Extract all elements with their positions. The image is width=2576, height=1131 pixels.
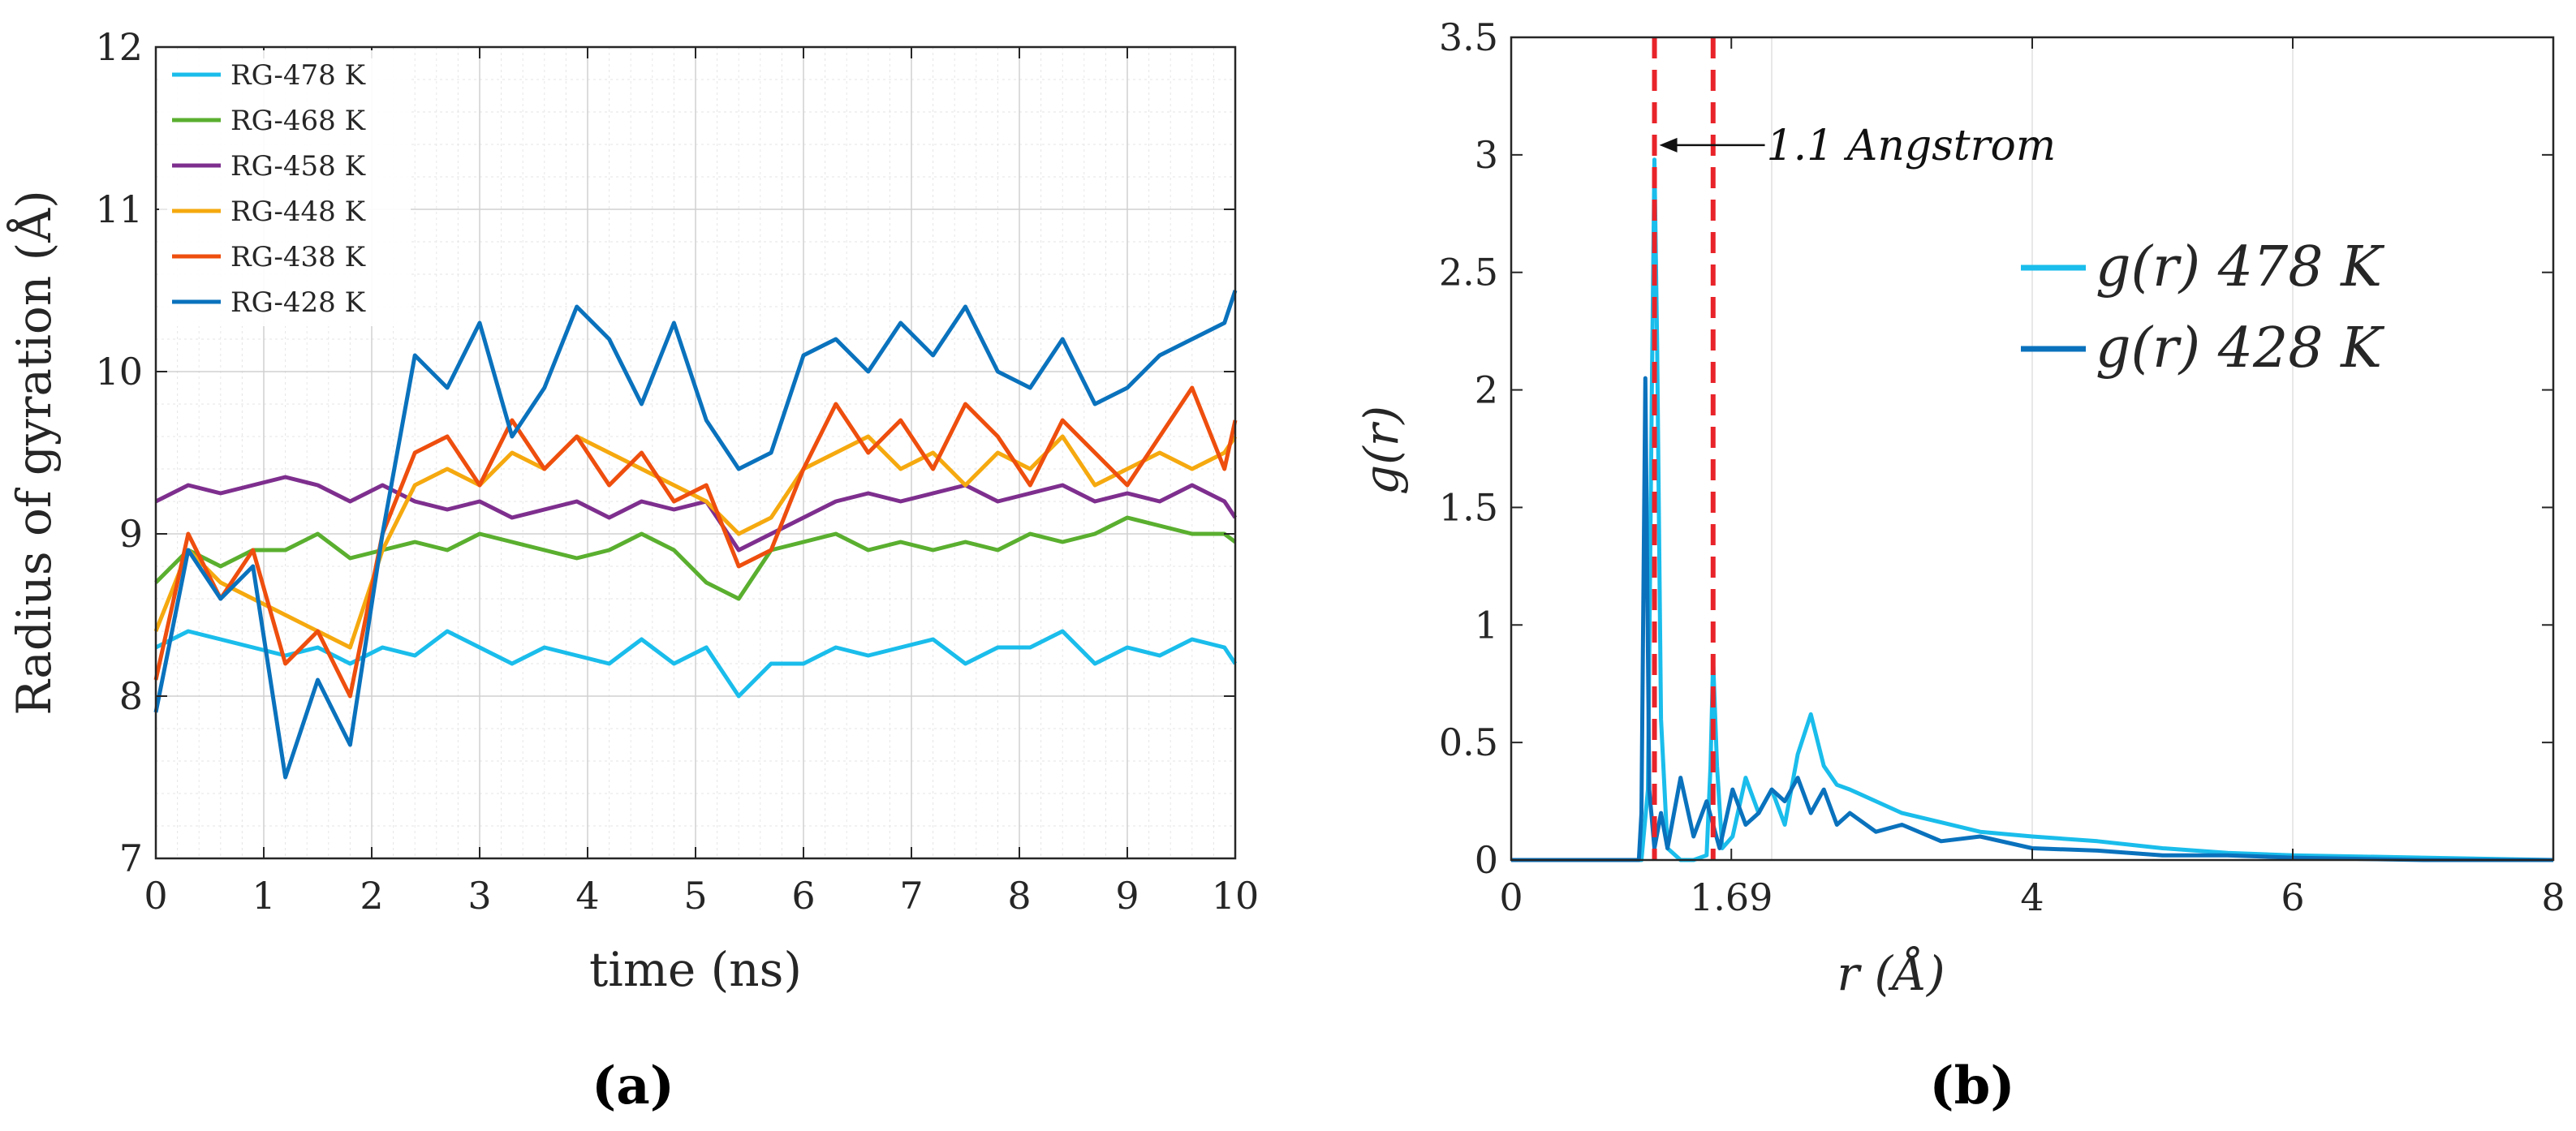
a-xtick-label: 1 [252,874,275,918]
b-xtick-label: 0 [1499,875,1523,919]
b-ytick-label: 0 [1475,838,1498,882]
b-ytick-label: 1.5 [1439,485,1498,529]
b-grid [1771,37,2294,860]
panel-b: 0 1.69 4 6 8 0 0.5 1 1.5 2 2.5 3 3.5 1.1 Angstrom g(… [1354,15,2565,1116]
a-xtick-label: 0 [144,874,167,918]
a-legend-label-5: RG-428 K [230,286,366,319]
b-legend-label-1: g(r) 428 K [2096,316,2385,381]
b-ytick-label: 1 [1475,603,1498,647]
b-legend-label-0: g(r) 478 K [2096,235,2385,299]
a-ytick-label: 11 [95,187,143,231]
b-ylabel: g(r) [1354,406,1409,495]
b-ticks: 0 1.69 4 6 8 0 0.5 1 1.5 2 2.5 3 3.5 [1439,15,2565,919]
a-series-line-5 [153,290,1238,780]
b-ytick-label: 2.5 [1439,251,1498,295]
a-xlabel: time (ns) [589,942,802,997]
a-xtick-label: 6 [791,874,815,918]
annotation-arrow-head [1659,137,1678,153]
a-ytick-label: 7 [119,836,143,880]
a-xtick-label: 7 [899,874,923,918]
a-xtick-label: 8 [1007,874,1031,918]
b-xtick-label: 1.69 [1690,875,1773,919]
a-ytick-label: 8 [119,674,143,718]
b-xtick-label: 6 [2281,875,2304,919]
b-vlines [1652,37,1716,860]
b-ytick-label: 2 [1475,368,1498,412]
a-xtick-label: 4 [575,874,599,918]
b-ytick-label: 0.5 [1439,720,1498,764]
a-xtick-label: 2 [360,874,383,918]
a-series-line-4 [153,385,1238,699]
a-xtick-label: 5 [683,874,707,918]
a-ytick-label: 9 [119,512,143,556]
b-ytick-label: 3.5 [1439,15,1498,59]
a-series [153,290,1238,780]
a-xtick-label: 10 [1212,874,1260,918]
b-ytick-label: 3 [1475,133,1498,177]
a-legend-label-3: RG-448 K [230,196,366,228]
b-xtick-label: 8 [2541,875,2565,919]
a-xtick-label: 9 [1115,874,1139,918]
a-series-line-3 [153,434,1238,650]
a-ylabel: Radius of gyration (Å) [6,190,62,716]
a-ytick-label: 12 [95,25,143,69]
b-panel-label: (b) [1929,1056,2014,1116]
a-series-line-1 [154,515,1237,601]
a-legend-label-4: RG-438 K [230,241,366,273]
a-legend-label-1: RG-468 K [230,105,366,137]
a-legend: RG-478 K RG-468 K RG-458 K RG-448 K RG-438 K… [159,50,411,326]
a-ytick-label: 10 [95,350,143,393]
b-xlabel: r (Å) [1837,946,1945,1001]
b-annotation-group: 1.1 Angstrom [1659,122,2057,170]
a-grid [155,46,1236,859]
a-legend-label-2: RG-458 K [230,150,366,183]
a-series-line-0 [154,629,1238,699]
b-xtick-label: 4 [2020,875,2044,919]
a-legend-box [159,50,411,326]
annotation-text: 1.1 Angstrom [1767,122,2057,170]
a-panel-label: (a) [592,1056,674,1116]
a-xtick-label: 3 [467,874,491,918]
a-legend-label-0: RG-478 K [230,59,366,92]
b-legend: g(r) 478 K g(r) 428 K [2021,235,2385,381]
